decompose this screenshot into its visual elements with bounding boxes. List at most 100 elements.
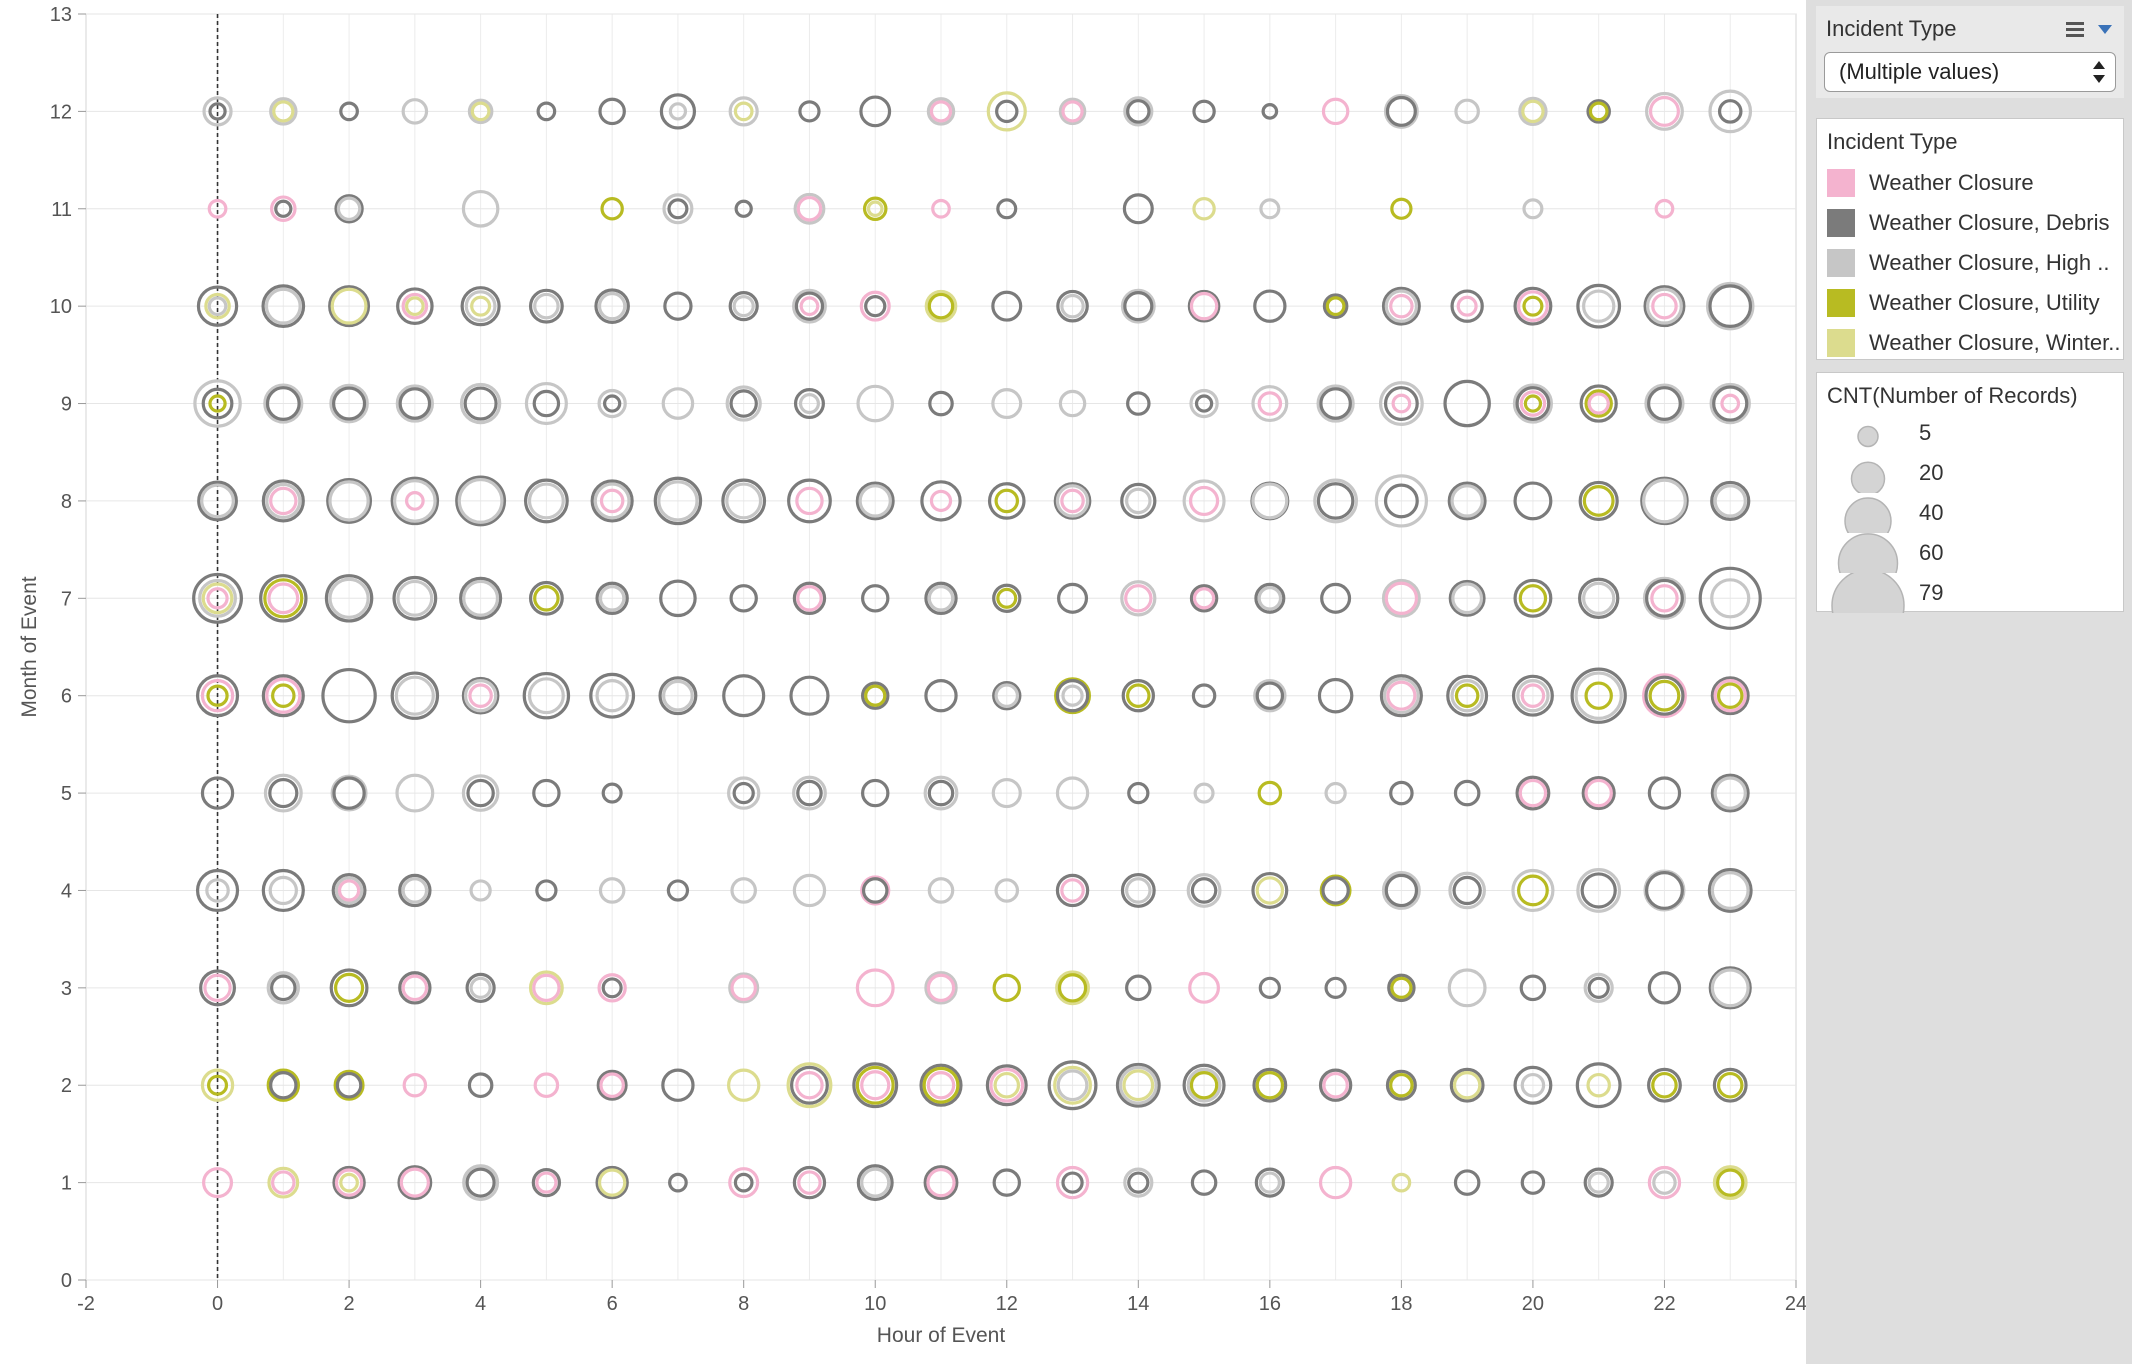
data-point: Weather Closure, Utility: 10 — [1126, 683, 1151, 708]
data-point: Weather Closure, Debris: 14 — [532, 778, 561, 808]
chart-area[interactable]: -2 0 2 4 6 8 10 12 14 16 18 20 22 24 0 1 2 3 4 5 6 7 8 9 10 11 12 1… — [0, 0, 1806, 1364]
data-point: Weather Closure, Debris: 19 — [398, 387, 432, 420]
data-point: Weather Closure: 6 — [404, 491, 425, 511]
data-point: Weather Closure, High ..: 16 — [1583, 972, 1614, 1003]
data-point: Weather Closure, Debris: 22 — [1515, 386, 1551, 421]
data-point: Weather Closure, Debris: 8 — [1258, 976, 1281, 999]
menu-icon[interactable] — [2066, 22, 2084, 40]
data-point: Weather Closure, Debris: 7 — [667, 198, 689, 220]
data-point: Weather Closure: 8 — [929, 100, 953, 123]
data-point: Weather Closure, High ..: 20 — [595, 678, 629, 713]
data-point: Weather Closure, Debris: 14 — [992, 1168, 1021, 1197]
data-point: Weather Closure, Debris: 19 — [1187, 289, 1221, 323]
data-point: Weather Closure, Debris: 79 — [1698, 566, 1762, 630]
data-point: Weather Closure: 10 — [468, 683, 493, 708]
data-point: Weather Closure, High ..: 15 — [1189, 388, 1219, 419]
data-point: Weather Closure, High ..: 12 — [401, 877, 429, 904]
data-point: Weather Closure: 15 — [926, 1167, 956, 1198]
data-point: Weather Closure, High ..: 7 — [798, 393, 820, 415]
size-circle-icon — [1837, 533, 1899, 573]
data-point: Weather Closure: 14 — [334, 1168, 364, 1197]
data-point: Weather Closure, Debris: 10 — [1586, 99, 1611, 124]
data-point: Weather Closure, Debris: 20 — [200, 776, 235, 810]
data-point: Weather Closure: 12 — [270, 195, 297, 223]
data-point: Weather Closure, Winter..: 28 — [1053, 1065, 1092, 1105]
data-point: Weather Closure: 20 — [1055, 1165, 1090, 1200]
data-point: Weather Closure, Debris: 11 — [467, 1072, 494, 1099]
data-point: Weather Closure, Debris: 28 — [1645, 578, 1684, 618]
data-point: Weather Closure, High ..: 12 — [598, 877, 626, 904]
data-point: Weather Closure, Debris: 14 — [861, 778, 890, 808]
x-tick-label: 22 — [1653, 1293, 1675, 1315]
data-point: Weather Closure, High ..: 8 — [1258, 1171, 1281, 1194]
data-point: Weather Closure, High ..: 30 — [263, 383, 304, 424]
data-point: Weather Closure, Debris: 4 — [1261, 103, 1279, 120]
incident-type-select[interactable]: (Multiple values) — [1824, 52, 2116, 92]
data-point: Weather Closure, Debris: 8 — [1061, 1171, 1084, 1194]
data-point: Weather Closure: 7 — [1456, 295, 1478, 317]
legend-label: Weather Closure — [1869, 170, 2034, 195]
data-point: Weather Closure, Winter..: 20 — [726, 1068, 761, 1102]
data-point: Weather Closure, Debris: 14 — [729, 389, 758, 418]
data-point: Weather Closure, High ..: 28 — [1645, 91, 1684, 131]
legend-item[interactable]: Weather Closure, Debris — [1817, 203, 2123, 243]
data-point: Weather Closure, High ..: 25 — [330, 774, 368, 812]
data-point: Weather Closure, Debris: 7 — [996, 198, 1018, 220]
data-point: Weather Closure, High ..: 20 — [792, 873, 827, 908]
size-circle-icon — [1850, 461, 1886, 493]
data-point: Weather Closure: 12 — [1519, 390, 1547, 417]
data-point: Weather Closure, Debris: 17 — [1122, 193, 1154, 225]
data-point: Weather Closure, Utility: 5 — [208, 394, 227, 413]
data-point: Weather Closure, Utility: 9 — [600, 197, 624, 221]
data-point: Weather Closure: 16 — [860, 1070, 891, 1101]
data-point: Weather Closure, High ..: 27 — [395, 384, 434, 423]
legend-item[interactable]: Weather Closure — [1817, 163, 2123, 203]
data-point: Weather Closure, High ..: 12 — [401, 98, 429, 125]
select-arrows-icon[interactable] — [2093, 59, 2105, 85]
size-label: 60 — [1919, 540, 1944, 565]
data-point: Weather Closure, Utility: 10 — [862, 196, 888, 222]
data-point: Weather Closure, Utility: 6 — [1588, 101, 1609, 122]
data-point: Weather Closure, Debris: 23 — [594, 288, 630, 324]
data-point: Weather Closure, Debris: 17 — [1385, 95, 1417, 127]
data-point: Weather Closure, Debris: 8 — [1127, 781, 1150, 805]
data-point: Weather Closure: 17 — [1648, 95, 1680, 127]
data-point: Weather Closure, Debris: 20 — [1055, 873, 1090, 908]
data-point: Weather Closure, Debris: 28 — [329, 968, 369, 1008]
data-point: Weather Closure, Winter..: 7 — [470, 295, 492, 317]
data-point: Weather Closure, Debris: 20 — [332, 1165, 366, 1200]
data-point: Weather Closure, Debris: 14 — [1189, 584, 1219, 613]
x-tick-label: 0 — [212, 1293, 223, 1315]
data-point: Weather Closure, Utility: 10 — [1257, 780, 1283, 806]
data-point: Weather Closure, Debris: 16 — [465, 1167, 496, 1198]
data-point: Weather Closure, High ..: 30 — [394, 675, 435, 716]
legend-item[interactable]: Weather Closure, Winter.. — [1817, 323, 2123, 363]
data-point: Weather Closure: 6 — [1720, 393, 1741, 414]
data-point: Weather Closure, Debris: 33 — [328, 285, 371, 328]
data-point: Weather Closure, High ..: 25 — [462, 1164, 500, 1202]
data-point: Weather Closure: 20 — [1647, 1165, 1682, 1200]
data-point: Weather Closure: 18 — [1517, 290, 1549, 323]
data-point: Weather Closure, Debris: 8 — [666, 879, 690, 902]
legend-item[interactable]: Weather Closure, High .. — [1817, 243, 2123, 283]
scatter-chart[interactable]: -2 0 2 4 6 8 10 12 14 16 18 20 22 2401234567891011121… — [0, 0, 1806, 1364]
data-point: Weather Closure, High ..: 8 — [1061, 684, 1084, 707]
data-point: Weather Closure: 38 — [1642, 673, 1687, 719]
data-point: Weather Closure, High ..: 28 — [1118, 1065, 1158, 1105]
data-point: Weather Closure: 17 — [859, 290, 891, 322]
data-point: Weather Closure: 8 — [1192, 587, 1216, 610]
data-point: Weather Closure, Debris: 38 — [392, 575, 438, 621]
legend-item[interactable]: Weather Closure, Utility — [1817, 283, 2123, 323]
data-point: Weather Closure, Debris: 45 — [390, 476, 440, 526]
data-point: Weather Closure, High ..: 26 — [1448, 871, 1486, 910]
data-point: Weather Closure, Debris: 25 — [1251, 871, 1289, 909]
data-point: Weather Closure, Debris: 14 — [1321, 876, 1350, 905]
data-point: Weather Closure, Debris: 32 — [196, 285, 239, 327]
data-point: Weather Closure, High ..: 20 — [1450, 484, 1484, 518]
data-point: Weather Closure, Utility: 18 — [1319, 874, 1352, 907]
data-point: Weather Closure, High ..: 25 — [725, 482, 763, 520]
data-point: Weather Closure, High ..: 25 — [527, 677, 565, 715]
x-tick-label: 10 — [864, 1293, 886, 1315]
dropdown-arrow-icon[interactable] — [2098, 25, 2112, 34]
data-point: Weather Closure: 8 — [1061, 100, 1084, 123]
